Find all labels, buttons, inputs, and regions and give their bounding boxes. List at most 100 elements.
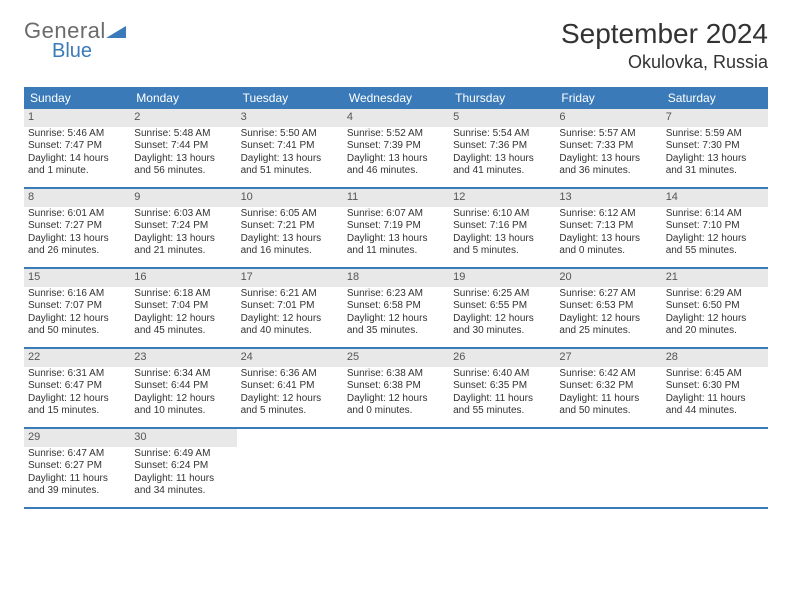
day-number: 22	[24, 349, 130, 367]
daylight-line: Daylight: 13 hours and 21 minutes.	[134, 233, 232, 258]
cell-body: Sunrise: 6:23 AMSunset: 6:58 PMDaylight:…	[343, 287, 449, 342]
calendar-cell	[662, 429, 768, 507]
sunset-line: Sunset: 7:30 PM	[666, 140, 764, 153]
sunset-line: Sunset: 7:04 PM	[134, 300, 232, 313]
calendar-cell: 23Sunrise: 6:34 AMSunset: 6:44 PMDayligh…	[130, 349, 236, 427]
cell-body: Sunrise: 6:03 AMSunset: 7:24 PMDaylight:…	[130, 207, 236, 262]
cell-body: Sunrise: 5:48 AMSunset: 7:44 PMDaylight:…	[130, 127, 236, 182]
day-number: 18	[343, 269, 449, 287]
cell-body: Sunrise: 6:12 AMSunset: 7:13 PMDaylight:…	[555, 207, 661, 262]
daylight-line: Daylight: 12 hours and 15 minutes.	[28, 393, 126, 418]
daylight-line: Daylight: 12 hours and 0 minutes.	[347, 393, 445, 418]
calendar-cell: 2Sunrise: 5:48 AMSunset: 7:44 PMDaylight…	[130, 109, 236, 187]
sunrise-line: Sunrise: 6:14 AM	[666, 208, 764, 221]
sunrise-line: Sunrise: 6:38 AM	[347, 368, 445, 381]
day-header: Tuesday	[237, 87, 343, 109]
calendar-cell: 19Sunrise: 6:25 AMSunset: 6:55 PMDayligh…	[449, 269, 555, 347]
day-number: 5	[449, 109, 555, 127]
cell-body: Sunrise: 6:47 AMSunset: 6:27 PMDaylight:…	[24, 447, 130, 502]
calendar-cell: 1Sunrise: 5:46 AMSunset: 7:47 PMDaylight…	[24, 109, 130, 187]
sunset-line: Sunset: 6:53 PM	[559, 300, 657, 313]
daylight-line: Daylight: 11 hours and 50 minutes.	[559, 393, 657, 418]
sunrise-line: Sunrise: 6:29 AM	[666, 288, 764, 301]
weeks: 1Sunrise: 5:46 AMSunset: 7:47 PMDaylight…	[24, 109, 768, 509]
daylight-line: Daylight: 13 hours and 31 minutes.	[666, 153, 764, 178]
cell-body: Sunrise: 5:52 AMSunset: 7:39 PMDaylight:…	[343, 127, 449, 182]
sunset-line: Sunset: 7:44 PM	[134, 140, 232, 153]
calendar-cell: 14Sunrise: 6:14 AMSunset: 7:10 PMDayligh…	[662, 189, 768, 267]
daylight-line: Daylight: 13 hours and 5 minutes.	[453, 233, 551, 258]
cell-body: Sunrise: 6:45 AMSunset: 6:30 PMDaylight:…	[662, 367, 768, 422]
day-number: 9	[130, 189, 236, 207]
day-number: 28	[662, 349, 768, 367]
title-block: September 2024 Okulovka, Russia	[561, 18, 768, 73]
cell-body: Sunrise: 6:27 AMSunset: 6:53 PMDaylight:…	[555, 287, 661, 342]
sunrise-line: Sunrise: 5:59 AM	[666, 128, 764, 141]
sunrise-line: Sunrise: 6:36 AM	[241, 368, 339, 381]
calendar-cell: 29Sunrise: 6:47 AMSunset: 6:27 PMDayligh…	[24, 429, 130, 507]
daylight-line: Daylight: 13 hours and 51 minutes.	[241, 153, 339, 178]
sunrise-line: Sunrise: 6:42 AM	[559, 368, 657, 381]
day-number: 21	[662, 269, 768, 287]
calendar: SundayMondayTuesdayWednesdayThursdayFrid…	[24, 87, 768, 509]
sunset-line: Sunset: 7:33 PM	[559, 140, 657, 153]
sunrise-line: Sunrise: 6:05 AM	[241, 208, 339, 221]
day-number: 12	[449, 189, 555, 207]
sunrise-line: Sunrise: 6:03 AM	[134, 208, 232, 221]
sunset-line: Sunset: 7:16 PM	[453, 220, 551, 233]
daylight-line: Daylight: 11 hours and 44 minutes.	[666, 393, 764, 418]
calendar-cell: 3Sunrise: 5:50 AMSunset: 7:41 PMDaylight…	[237, 109, 343, 187]
sunset-line: Sunset: 7:10 PM	[666, 220, 764, 233]
sunrise-line: Sunrise: 6:27 AM	[559, 288, 657, 301]
day-number: 19	[449, 269, 555, 287]
calendar-cell	[449, 429, 555, 507]
daylight-line: Daylight: 12 hours and 55 minutes.	[666, 233, 764, 258]
day-number: 1	[24, 109, 130, 127]
daylight-line: Daylight: 13 hours and 0 minutes.	[559, 233, 657, 258]
sunrise-line: Sunrise: 5:46 AM	[28, 128, 126, 141]
day-header: Thursday	[449, 87, 555, 109]
sunrise-line: Sunrise: 6:21 AM	[241, 288, 339, 301]
sunrise-line: Sunrise: 5:54 AM	[453, 128, 551, 141]
sunrise-line: Sunrise: 6:25 AM	[453, 288, 551, 301]
day-headers: SundayMondayTuesdayWednesdayThursdayFrid…	[24, 87, 768, 109]
header: General Blue September 2024 Okulovka, Ru…	[24, 18, 768, 73]
cell-body: Sunrise: 5:59 AMSunset: 7:30 PMDaylight:…	[662, 127, 768, 182]
day-number: 6	[555, 109, 661, 127]
logo: General Blue	[24, 18, 126, 63]
daylight-line: Daylight: 13 hours and 26 minutes.	[28, 233, 126, 258]
sunrise-line: Sunrise: 6:01 AM	[28, 208, 126, 221]
calendar-cell: 12Sunrise: 6:10 AMSunset: 7:16 PMDayligh…	[449, 189, 555, 267]
calendar-week: 15Sunrise: 6:16 AMSunset: 7:07 PMDayligh…	[24, 269, 768, 349]
sunset-line: Sunset: 6:50 PM	[666, 300, 764, 313]
sunset-line: Sunset: 6:38 PM	[347, 380, 445, 393]
sunset-line: Sunset: 6:32 PM	[559, 380, 657, 393]
day-number: 13	[555, 189, 661, 207]
sunset-line: Sunset: 6:47 PM	[28, 380, 126, 393]
day-header: Wednesday	[343, 87, 449, 109]
sunset-line: Sunset: 7:36 PM	[453, 140, 551, 153]
cell-body: Sunrise: 6:18 AMSunset: 7:04 PMDaylight:…	[130, 287, 236, 342]
daylight-line: Daylight: 11 hours and 34 minutes.	[134, 473, 232, 498]
day-number: 24	[237, 349, 343, 367]
sunrise-line: Sunrise: 6:31 AM	[28, 368, 126, 381]
sunrise-line: Sunrise: 5:50 AM	[241, 128, 339, 141]
day-header: Saturday	[662, 87, 768, 109]
daylight-line: Daylight: 13 hours and 41 minutes.	[453, 153, 551, 178]
cell-body: Sunrise: 6:36 AMSunset: 6:41 PMDaylight:…	[237, 367, 343, 422]
sunrise-line: Sunrise: 5:57 AM	[559, 128, 657, 141]
cell-body: Sunrise: 6:42 AMSunset: 6:32 PMDaylight:…	[555, 367, 661, 422]
daylight-line: Daylight: 13 hours and 16 minutes.	[241, 233, 339, 258]
cell-body: Sunrise: 6:07 AMSunset: 7:19 PMDaylight:…	[343, 207, 449, 262]
daylight-line: Daylight: 12 hours and 20 minutes.	[666, 313, 764, 338]
calendar-cell	[343, 429, 449, 507]
day-number: 25	[343, 349, 449, 367]
sunset-line: Sunset: 7:27 PM	[28, 220, 126, 233]
calendar-cell: 5Sunrise: 5:54 AMSunset: 7:36 PMDaylight…	[449, 109, 555, 187]
day-number: 4	[343, 109, 449, 127]
day-number: 30	[130, 429, 236, 447]
calendar-week: 1Sunrise: 5:46 AMSunset: 7:47 PMDaylight…	[24, 109, 768, 189]
sunrise-line: Sunrise: 6:07 AM	[347, 208, 445, 221]
sunset-line: Sunset: 7:07 PM	[28, 300, 126, 313]
calendar-cell: 17Sunrise: 6:21 AMSunset: 7:01 PMDayligh…	[237, 269, 343, 347]
